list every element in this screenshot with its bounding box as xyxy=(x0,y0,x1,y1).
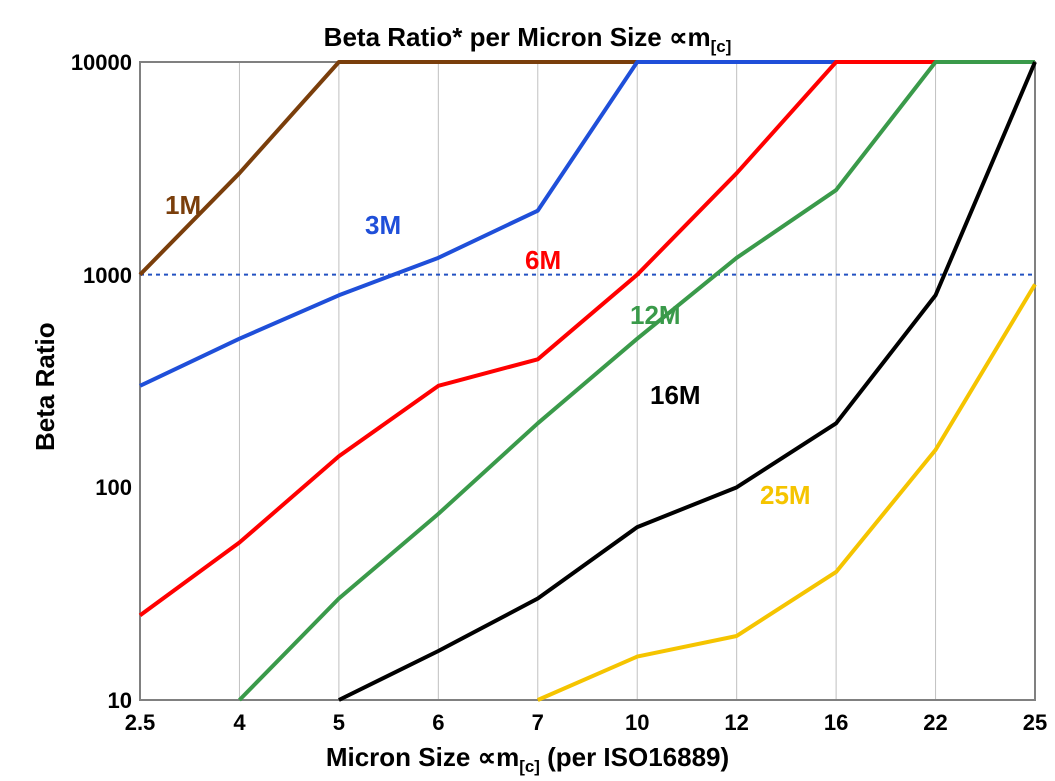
y-tick: 100 xyxy=(95,475,132,501)
x-tick: 25 xyxy=(1013,710,1055,736)
x-tick: 22 xyxy=(914,710,958,736)
series-label-1M: 1M xyxy=(165,190,201,221)
x-tick: 12 xyxy=(715,710,759,736)
x-tick: 7 xyxy=(516,710,560,736)
x-tick: 10 xyxy=(615,710,659,736)
series-1M xyxy=(140,62,1035,275)
series-label-6M: 6M xyxy=(525,245,561,276)
x-tick: 16 xyxy=(814,710,858,736)
series-label-12M: 12M xyxy=(630,300,681,331)
x-axis-label: Micron Size ∝m[c] (per ISO16889) xyxy=(0,742,1055,777)
series-label-3M: 3M xyxy=(365,210,401,241)
y-axis-label: Beta Ratio xyxy=(30,322,61,451)
x-tick: 5 xyxy=(317,710,361,736)
plot-svg xyxy=(0,0,1055,781)
chart-title: Beta Ratio* per Micron Size ∝m[c] xyxy=(0,22,1055,57)
x-tick: 4 xyxy=(217,710,261,736)
y-tick: 10000 xyxy=(71,50,132,76)
x-tick: 2.5 xyxy=(118,710,162,736)
series-label-16M: 16M xyxy=(650,380,701,411)
y-tick: 1000 xyxy=(83,263,132,289)
x-tick: 6 xyxy=(416,710,460,736)
series-label-25M: 25M xyxy=(760,480,811,511)
